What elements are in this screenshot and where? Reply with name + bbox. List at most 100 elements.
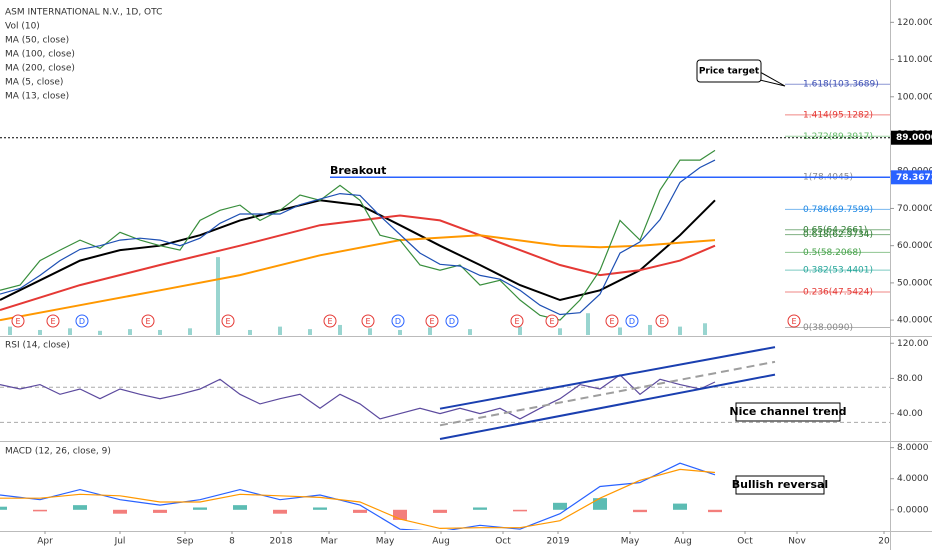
price-label-box xyxy=(891,130,932,145)
event-label: E xyxy=(609,317,614,326)
volume-bar xyxy=(278,326,282,335)
event-label: E xyxy=(659,317,664,326)
volume-bar xyxy=(648,324,652,335)
legend-entry: MA (100, close) xyxy=(5,50,75,60)
histogram-bar xyxy=(553,502,567,510)
event-label: E xyxy=(15,317,20,326)
fib-label: 0.5(58.2068) xyxy=(803,248,862,258)
y-tick-label: 40.00 xyxy=(897,409,923,419)
event-marker xyxy=(141,314,155,328)
histogram-bar xyxy=(593,498,607,510)
event-label: D xyxy=(395,317,401,326)
volume-bar xyxy=(703,323,707,335)
series-line xyxy=(0,159,716,316)
x-tick-label: 2018 xyxy=(270,537,293,547)
event-marker xyxy=(46,314,60,328)
annotation-box xyxy=(735,475,825,495)
y-tick-label: 50.0000 xyxy=(897,278,932,288)
fib-label: 0(38.0090) xyxy=(803,323,853,333)
event-label: E xyxy=(50,317,55,326)
x-tick-label: 20 xyxy=(878,537,890,547)
volume-bar xyxy=(398,329,402,335)
series-line xyxy=(0,468,716,530)
y-tick-label: 100.0000 xyxy=(897,92,932,102)
y-tick-label: 120.0000 xyxy=(897,18,932,28)
volume-bar xyxy=(216,257,220,335)
annotation: Price target xyxy=(699,67,760,77)
y-tick-label: 70.0000 xyxy=(897,204,932,214)
fib-label: 1.414(95.1282) xyxy=(803,110,873,120)
x-tick-label: Apr xyxy=(37,537,53,547)
volume-bar xyxy=(428,327,432,335)
event-label: D xyxy=(629,317,635,326)
fib-label: 1.618(103.3689) xyxy=(803,80,879,90)
event-label: E xyxy=(365,317,370,326)
volume-bar xyxy=(558,328,562,335)
event-marker xyxy=(625,314,639,328)
legend-entry: MA (5, close) xyxy=(5,78,63,88)
panel-title: MACD (12, 26, close, 9) xyxy=(5,447,111,457)
histogram-bar xyxy=(233,505,247,510)
event-label: E xyxy=(225,317,230,326)
fib-label: 0.786(69.7599) xyxy=(803,205,873,215)
fib-label: 0.382(53.4401) xyxy=(803,266,873,276)
series-line xyxy=(0,374,716,420)
annotation: Nice channel trend xyxy=(729,405,846,418)
volume-bar xyxy=(188,328,192,335)
event-marker xyxy=(11,314,25,328)
event-marker xyxy=(361,314,375,328)
event-label: E xyxy=(327,317,332,326)
histogram-bar xyxy=(633,509,647,513)
volume-bar xyxy=(158,329,162,335)
y-tick-label: 0.0000 xyxy=(897,505,929,515)
x-tick-label: Oct xyxy=(495,537,511,547)
histogram-bar xyxy=(113,509,127,514)
fib-label: 0.236(47.5424) xyxy=(803,288,873,298)
chart-title: ASM INTERNATIONAL N.V., 1D, OTC xyxy=(5,8,162,18)
channel-line xyxy=(439,346,776,410)
x-tick-label: Oct xyxy=(737,537,753,547)
x-tick-label: Aug xyxy=(432,537,450,547)
price-label: 78.3672 xyxy=(896,173,932,183)
event-marker xyxy=(221,314,235,328)
histogram-bar xyxy=(33,509,47,512)
histogram-bar xyxy=(673,503,687,510)
event-marker xyxy=(605,314,619,328)
y-tick-label: 60.0000 xyxy=(897,241,932,251)
series-line xyxy=(0,149,716,321)
event-label: E xyxy=(429,317,434,326)
volume-bar xyxy=(468,329,472,335)
volume-bar xyxy=(248,329,252,335)
legend-entry: MA (50, close) xyxy=(5,36,69,46)
histogram-bar xyxy=(708,509,722,513)
channel-line xyxy=(439,373,776,440)
event-marker xyxy=(655,314,669,328)
histogram-bar xyxy=(473,507,487,510)
histogram-bar xyxy=(393,509,407,520)
annotation: Breakout xyxy=(330,164,386,177)
fib-label: 0.65(64.2661) xyxy=(803,225,867,235)
x-tick-label: Jul xyxy=(114,537,126,547)
callout-arrow xyxy=(759,71,786,87)
event-label: E xyxy=(791,317,796,326)
series-line xyxy=(0,214,716,312)
volume-bar xyxy=(38,329,42,335)
histogram-bar xyxy=(153,509,167,513)
legend-entry: Vol (10) xyxy=(5,22,40,32)
histogram-bar xyxy=(0,506,7,510)
volume-bar xyxy=(308,329,312,335)
event-marker xyxy=(510,314,524,328)
histogram-bar xyxy=(193,507,207,510)
annotation: Bullish reversal xyxy=(732,478,828,491)
volume-bar xyxy=(68,328,72,335)
volume-bar xyxy=(368,328,372,335)
x-tick-label: May xyxy=(621,537,640,547)
volume-bar xyxy=(586,313,590,335)
event-label: D xyxy=(449,317,455,326)
series-line xyxy=(0,462,716,530)
series-line xyxy=(0,199,716,302)
annotation-box xyxy=(735,402,841,422)
y-tick-label: 120.00 xyxy=(897,339,929,349)
panel-title: RSI (14, close) xyxy=(5,341,70,351)
